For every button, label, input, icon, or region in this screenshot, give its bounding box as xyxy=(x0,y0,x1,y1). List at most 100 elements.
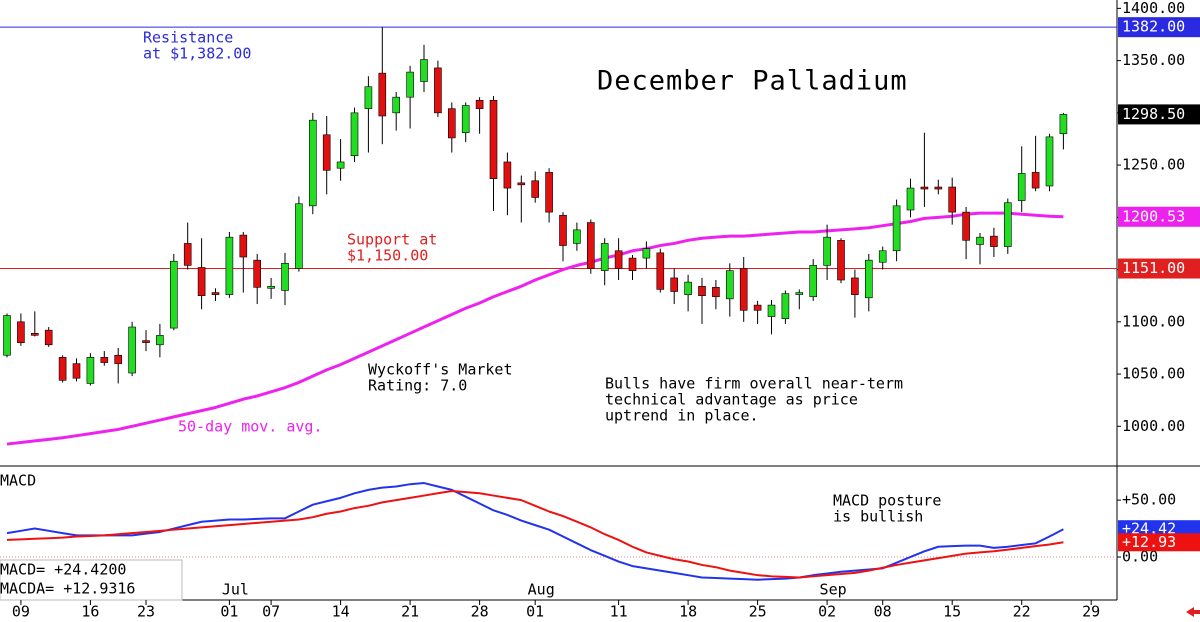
candle-body xyxy=(962,211,970,241)
candle-body xyxy=(239,234,248,258)
candle-body xyxy=(336,161,345,169)
x-tick-label: 21 xyxy=(401,603,419,621)
candle-body xyxy=(614,250,623,269)
candle-body xyxy=(739,268,748,311)
candle-body xyxy=(128,326,136,374)
annotation: uptrend in place. xyxy=(605,407,759,425)
candle-body xyxy=(698,285,706,296)
candle-body xyxy=(559,214,567,246)
candle-body xyxy=(503,161,512,189)
y-tick-label: 0.00 xyxy=(1122,547,1158,565)
macd-label-box xyxy=(1118,533,1200,552)
candle-body xyxy=(753,304,762,311)
x-tick-label: 01 xyxy=(220,603,238,621)
candle-body xyxy=(684,281,692,295)
x-tick-label: 29 xyxy=(1082,603,1100,621)
annotation: 50-day mov. avg. xyxy=(178,418,323,436)
candle-body xyxy=(183,243,192,266)
ma-label-box xyxy=(1118,206,1200,227)
candle-body xyxy=(447,108,456,139)
x-tick-label: 09 xyxy=(12,603,30,621)
candle-body xyxy=(864,259,873,299)
x-tick-label: 18 xyxy=(679,603,697,621)
candle-body xyxy=(308,119,317,207)
x-tick-label: 01 xyxy=(526,603,544,621)
x-tick-label: 22 xyxy=(1013,603,1031,621)
x-tick-label: 15 xyxy=(943,603,961,621)
candle-body xyxy=(948,186,957,213)
candle-body xyxy=(531,180,540,198)
candle-body xyxy=(837,240,845,281)
annotation: is bullish xyxy=(833,508,923,526)
candle-body xyxy=(322,134,331,171)
candle-body xyxy=(781,293,790,319)
candle-body xyxy=(378,72,387,117)
candle-body xyxy=(976,236,984,245)
candle-body xyxy=(712,287,720,298)
candle-body xyxy=(211,292,220,295)
candle-body xyxy=(44,329,53,346)
candle-body xyxy=(364,86,373,109)
x-tick-label: 16 xyxy=(81,603,99,621)
candle-body xyxy=(586,222,595,269)
macd-label: +24.42 xyxy=(1122,520,1176,538)
y-tick-label: 1050.00 xyxy=(1122,365,1185,383)
scroll-arrow[interactable] xyxy=(1186,607,1200,617)
last-price-box xyxy=(1118,104,1200,125)
candle-body xyxy=(475,100,484,109)
candle-body xyxy=(295,203,303,269)
annotation: Bulls have firm overall near-term xyxy=(605,375,903,393)
moving-average xyxy=(6,211,1064,446)
candle-body xyxy=(809,265,818,298)
candle-body xyxy=(545,172,553,213)
candle-body xyxy=(990,235,998,247)
candle-body xyxy=(225,236,234,295)
candle-body xyxy=(851,277,859,295)
candle-body xyxy=(281,263,289,291)
candle-body xyxy=(878,250,887,263)
candle-body xyxy=(197,267,206,296)
candle-body xyxy=(350,112,359,156)
annotation: Support at xyxy=(347,231,437,249)
candle-body xyxy=(600,243,609,271)
x-tick-label: 28 xyxy=(471,603,489,621)
candle-body xyxy=(30,333,39,336)
candle-body xyxy=(517,182,526,186)
month-label: Aug xyxy=(528,581,555,599)
candle-body xyxy=(1031,172,1040,189)
annotation: technical advantage as price xyxy=(605,391,858,409)
ma-label: 1200.53 xyxy=(1122,207,1185,225)
candle-body xyxy=(934,186,943,190)
readout-box xyxy=(0,559,183,601)
last-price-label: 1298.50 xyxy=(1122,105,1185,123)
panel-title: MACD xyxy=(0,472,36,490)
level-label: 1382.00 xyxy=(1122,18,1185,36)
macd-line xyxy=(6,490,1064,579)
candle-body xyxy=(1017,173,1026,201)
macd-readout: MACD= +24.4200 xyxy=(0,561,126,579)
x-tick-label: 08 xyxy=(874,603,892,621)
level-label-box xyxy=(1118,17,1200,38)
candle-body xyxy=(920,186,929,190)
macd-label: +12.93 xyxy=(1122,533,1176,551)
candle-body xyxy=(670,277,679,292)
y-tick-label: 1250.00 xyxy=(1122,156,1185,174)
candle-body xyxy=(823,236,831,266)
candle-body xyxy=(628,257,637,271)
candle-body xyxy=(725,270,734,300)
x-tick-label: 14 xyxy=(332,603,350,621)
candle-body xyxy=(58,357,67,381)
candle-body xyxy=(253,259,261,288)
candle-body xyxy=(1059,114,1068,135)
annotation: Resistance xyxy=(143,29,233,47)
candle-body xyxy=(656,252,665,290)
x-tick-label: 07 xyxy=(262,603,280,621)
y-tick-label: 1100.00 xyxy=(1122,312,1185,330)
candle-body xyxy=(406,71,414,98)
y-tick-label: +50.00 xyxy=(1122,491,1176,509)
macd-readout: MACDA= +12.9316 xyxy=(0,580,135,598)
candle-body xyxy=(1003,202,1012,247)
month-label: Jul xyxy=(222,581,249,599)
candle-body xyxy=(434,67,442,114)
